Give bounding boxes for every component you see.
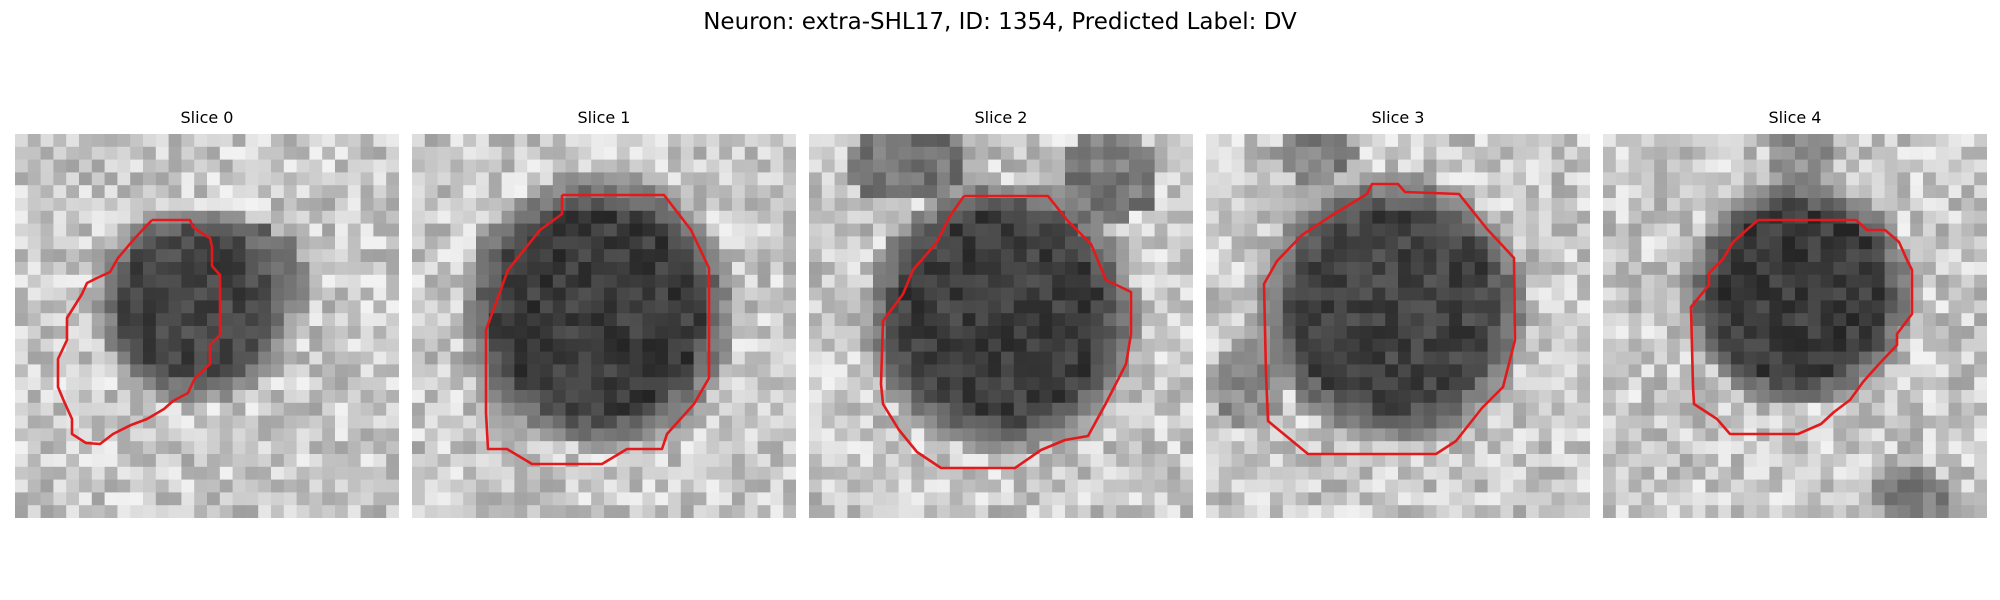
slice-panel-2: Slice 2 bbox=[809, 108, 1193, 520]
micrograph-pixels bbox=[412, 134, 796, 518]
slice-title-3: Slice 3 bbox=[1371, 108, 1425, 127]
micrograph-pixels bbox=[1603, 134, 1987, 518]
segmentation-contour bbox=[1262, 182, 1517, 456]
slice-panel-0: Slice 0 bbox=[15, 108, 399, 520]
segmentation-contour bbox=[1689, 218, 1914, 436]
slice-title-1: Slice 1 bbox=[577, 108, 631, 127]
slice-image-1 bbox=[412, 134, 796, 518]
segmentation-contour bbox=[879, 194, 1133, 470]
slice-panel-4: Slice 4 bbox=[1603, 108, 1987, 520]
micrograph-pixels bbox=[15, 134, 399, 518]
micrograph-pixels bbox=[809, 134, 1193, 518]
segmentation-contour bbox=[56, 218, 222, 446]
slice-panel-3: Slice 3 bbox=[1206, 108, 1590, 520]
slice-title-4: Slice 4 bbox=[1768, 108, 1822, 127]
micrograph-pixels bbox=[1206, 134, 1590, 518]
slice-image-3 bbox=[1206, 134, 1590, 518]
slice-title-2: Slice 2 bbox=[974, 108, 1028, 127]
slice-image-2 bbox=[809, 134, 1193, 518]
figure-title: Neuron: extra-SHL17, ID: 1354, Predicted… bbox=[703, 9, 1297, 35]
segmentation-contour bbox=[484, 193, 711, 466]
slice-title-0: Slice 0 bbox=[180, 108, 234, 127]
slice-image-4 bbox=[1603, 134, 1987, 518]
slice-image-0 bbox=[15, 134, 399, 518]
slice-panel-1: Slice 1 bbox=[412, 108, 796, 520]
